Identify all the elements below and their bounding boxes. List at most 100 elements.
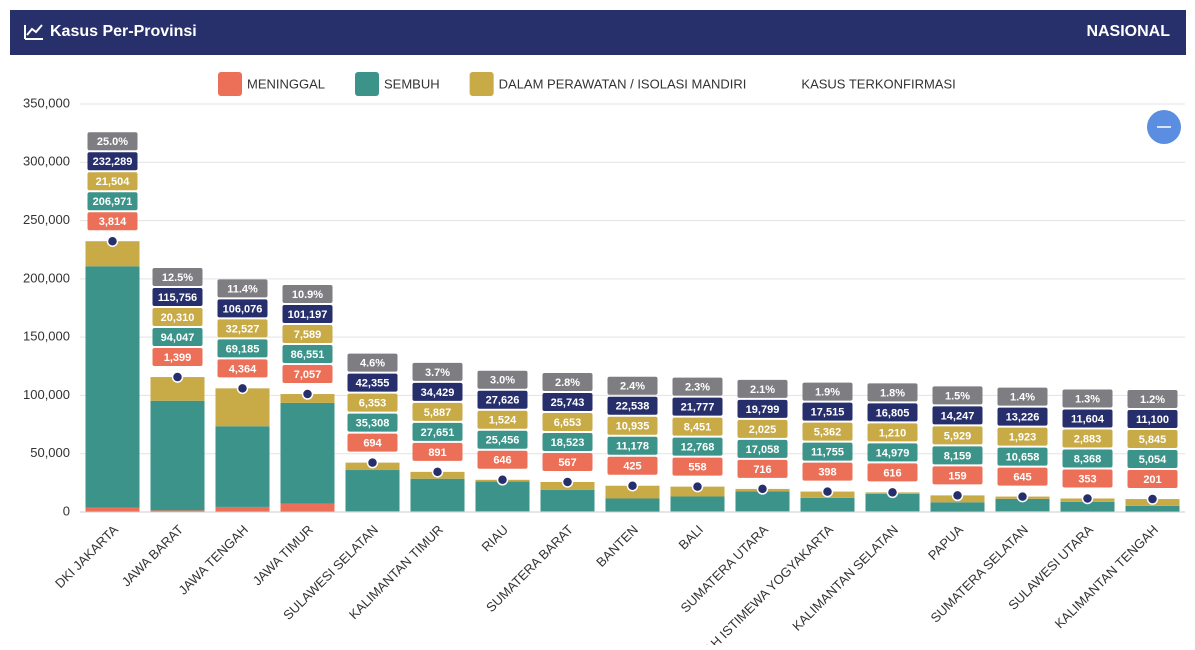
x-tick-label: BALI <box>676 522 707 553</box>
value-label: 8,159 <box>944 450 972 462</box>
y-tick-label: 250,000 <box>23 212 70 227</box>
value-label: 1,524 <box>489 415 517 427</box>
legend-swatch <box>470 72 494 96</box>
value-label: 21,777 <box>681 402 715 414</box>
bar-segment <box>476 482 530 512</box>
value-label: 567 <box>558 457 576 469</box>
value-label: 25,743 <box>551 397 585 409</box>
legend-label: DALAM PERAWATAN / ISOLASI MANDIRI <box>499 76 747 91</box>
value-label: 5,887 <box>424 407 452 419</box>
y-tick-label: 150,000 <box>23 329 70 344</box>
y-tick-label: 50,000 <box>30 445 70 460</box>
line-point <box>628 481 638 491</box>
x-tick-label: JAWA TENGAH <box>175 522 251 598</box>
zoom-button[interactable] <box>1147 110 1181 144</box>
value-label: 11,100 <box>1136 414 1169 426</box>
line-point <box>368 458 378 468</box>
value-label: 20,310 <box>161 312 195 324</box>
value-label: 10,935 <box>616 421 650 433</box>
value-label: 13,226 <box>1006 411 1040 423</box>
bar-segment <box>281 403 335 504</box>
value-label: 2.1% <box>750 384 775 396</box>
value-label: 2.8% <box>555 377 580 389</box>
value-label: 7,589 <box>294 329 322 341</box>
value-label: 1.5% <box>945 390 970 402</box>
y-tick-label: 350,000 <box>23 95 70 110</box>
value-label: 646 <box>493 455 511 467</box>
line-point <box>108 236 118 246</box>
value-label: 18,523 <box>551 437 585 449</box>
value-label: 5,362 <box>814 426 842 438</box>
line-point <box>888 487 898 497</box>
value-label: 558 <box>688 462 706 474</box>
value-label: 12.5% <box>162 272 193 284</box>
x-tick-label: RIAU <box>478 522 511 555</box>
value-label: 27,626 <box>486 395 520 407</box>
value-label: 1.8% <box>880 387 905 399</box>
value-label: 1.3% <box>1075 393 1100 405</box>
line-point <box>693 482 703 492</box>
value-label: 5,845 <box>1139 434 1167 446</box>
bar-segment <box>86 266 140 507</box>
value-label: 14,247 <box>941 410 975 422</box>
value-label: 2,883 <box>1074 433 1102 445</box>
value-label: 5,929 <box>944 430 972 442</box>
value-label: 12,768 <box>681 442 715 454</box>
bar-segment <box>86 508 140 512</box>
value-label: 11.4% <box>227 283 258 295</box>
value-label: 1.4% <box>1010 391 1035 403</box>
value-label: 2,025 <box>749 424 777 436</box>
x-tick-label: BANTEN <box>593 522 641 570</box>
line-point <box>953 490 963 500</box>
value-label: 10,658 <box>1006 451 1040 463</box>
value-label: 19,799 <box>746 404 780 416</box>
line-point <box>758 484 768 494</box>
y-tick-label: 100,000 <box>23 387 70 402</box>
value-label: 25,456 <box>486 435 520 447</box>
value-label: 94,047 <box>161 332 195 344</box>
header-scope[interactable]: NASIONAL <box>1086 23 1170 40</box>
value-label: 22,538 <box>616 401 650 413</box>
value-label: 1.9% <box>815 386 840 398</box>
value-label: 206,971 <box>93 196 133 208</box>
legend-label: SEMBUH <box>384 76 440 91</box>
value-label: 101,197 <box>288 309 328 321</box>
line-point <box>433 467 443 477</box>
value-label: 34,429 <box>421 387 455 399</box>
value-label: 115,756 <box>158 292 197 304</box>
value-label: 3.7% <box>425 367 450 379</box>
value-label: 616 <box>883 467 901 479</box>
line-point <box>303 389 313 399</box>
value-label: 16,805 <box>876 407 910 419</box>
bar-segment <box>151 401 205 511</box>
x-tick-label: PAPUA <box>925 522 966 563</box>
value-label: 27,651 <box>421 427 455 439</box>
value-label: 6,653 <box>554 417 582 429</box>
line-point <box>1083 493 1093 503</box>
value-label: 1,923 <box>1009 431 1037 443</box>
value-label: 86,551 <box>291 349 325 361</box>
value-label: 11,178 <box>616 441 649 453</box>
value-label: 3,814 <box>99 216 127 228</box>
value-label: 10.9% <box>292 289 323 301</box>
bar-segment <box>671 496 725 511</box>
legend-swatch <box>218 72 242 96</box>
value-label: 69,185 <box>226 343 260 355</box>
bar-segment <box>931 502 985 512</box>
bar-segment <box>411 479 465 511</box>
value-label: 11,755 <box>811 446 844 458</box>
line-point <box>1148 494 1158 504</box>
bar-segment <box>346 470 400 511</box>
value-label: 425 <box>623 461 641 473</box>
legend-label: MENINGGAL <box>247 76 325 91</box>
legend-swatch <box>355 72 379 96</box>
y-tick-label: 300,000 <box>23 154 70 169</box>
value-label: 8,451 <box>684 422 712 434</box>
value-label: 4.6% <box>360 358 385 370</box>
value-label: 35,308 <box>356 418 390 430</box>
line-point <box>498 475 508 485</box>
bar-segment <box>1126 506 1180 512</box>
line-point <box>238 383 248 393</box>
